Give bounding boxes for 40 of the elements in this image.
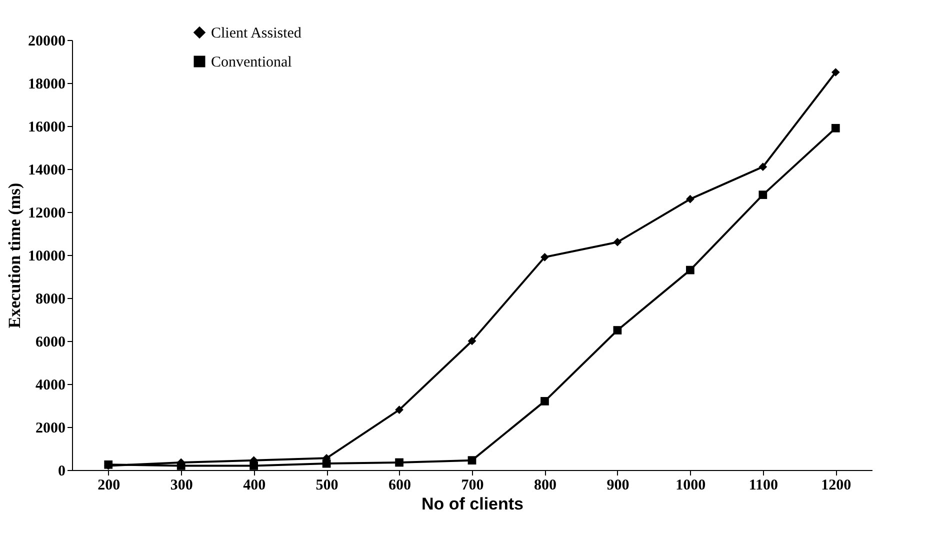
point xyxy=(540,252,549,262)
point xyxy=(686,266,694,274)
y-axis-title: Execution time (ms) xyxy=(5,182,24,328)
y-tick-label: 14000 xyxy=(28,162,66,178)
legend-label: Conventional xyxy=(211,54,292,70)
x-tick-label: 300 xyxy=(170,478,193,494)
point xyxy=(395,406,404,414)
y-tick-label: 0 xyxy=(58,464,66,480)
point xyxy=(758,190,768,199)
y-tick-label: 20000 xyxy=(28,34,66,50)
point xyxy=(613,238,622,246)
point xyxy=(468,456,476,465)
x-axis-title: No of clients xyxy=(421,494,524,514)
x-tick-label: 1100 xyxy=(748,478,778,494)
point xyxy=(468,336,476,346)
y-tick-label: 2000 xyxy=(36,420,66,436)
x-tick-label: 200 xyxy=(98,478,120,494)
x-tick-label: 500 xyxy=(316,478,338,494)
y-tick-label: 10000 xyxy=(28,248,66,264)
point xyxy=(831,68,840,76)
x-tick-label: 400 xyxy=(243,478,266,494)
y-tick-label: 4000 xyxy=(36,378,66,394)
x-tick-label: 700 xyxy=(461,478,484,494)
y-tick-label: 6000 xyxy=(36,334,66,350)
point xyxy=(686,194,694,204)
x-tick-label: 900 xyxy=(606,478,630,494)
legend-label: Client Assisted xyxy=(211,26,302,42)
x-tick-label: 1200 xyxy=(821,478,852,494)
point xyxy=(831,124,840,132)
x-tick-label: 1000 xyxy=(676,478,706,494)
point xyxy=(758,162,768,172)
y-tick-label: 16000 xyxy=(28,120,66,136)
y-tick-label: 8000 xyxy=(36,292,66,308)
point xyxy=(540,397,549,406)
y-tick-label: 12000 xyxy=(28,206,66,222)
y-tick-label: 18000 xyxy=(28,76,66,92)
point xyxy=(613,326,622,334)
point xyxy=(395,458,404,467)
x-tick-label: 800 xyxy=(534,478,556,494)
x-tick-label: 600 xyxy=(388,478,412,494)
